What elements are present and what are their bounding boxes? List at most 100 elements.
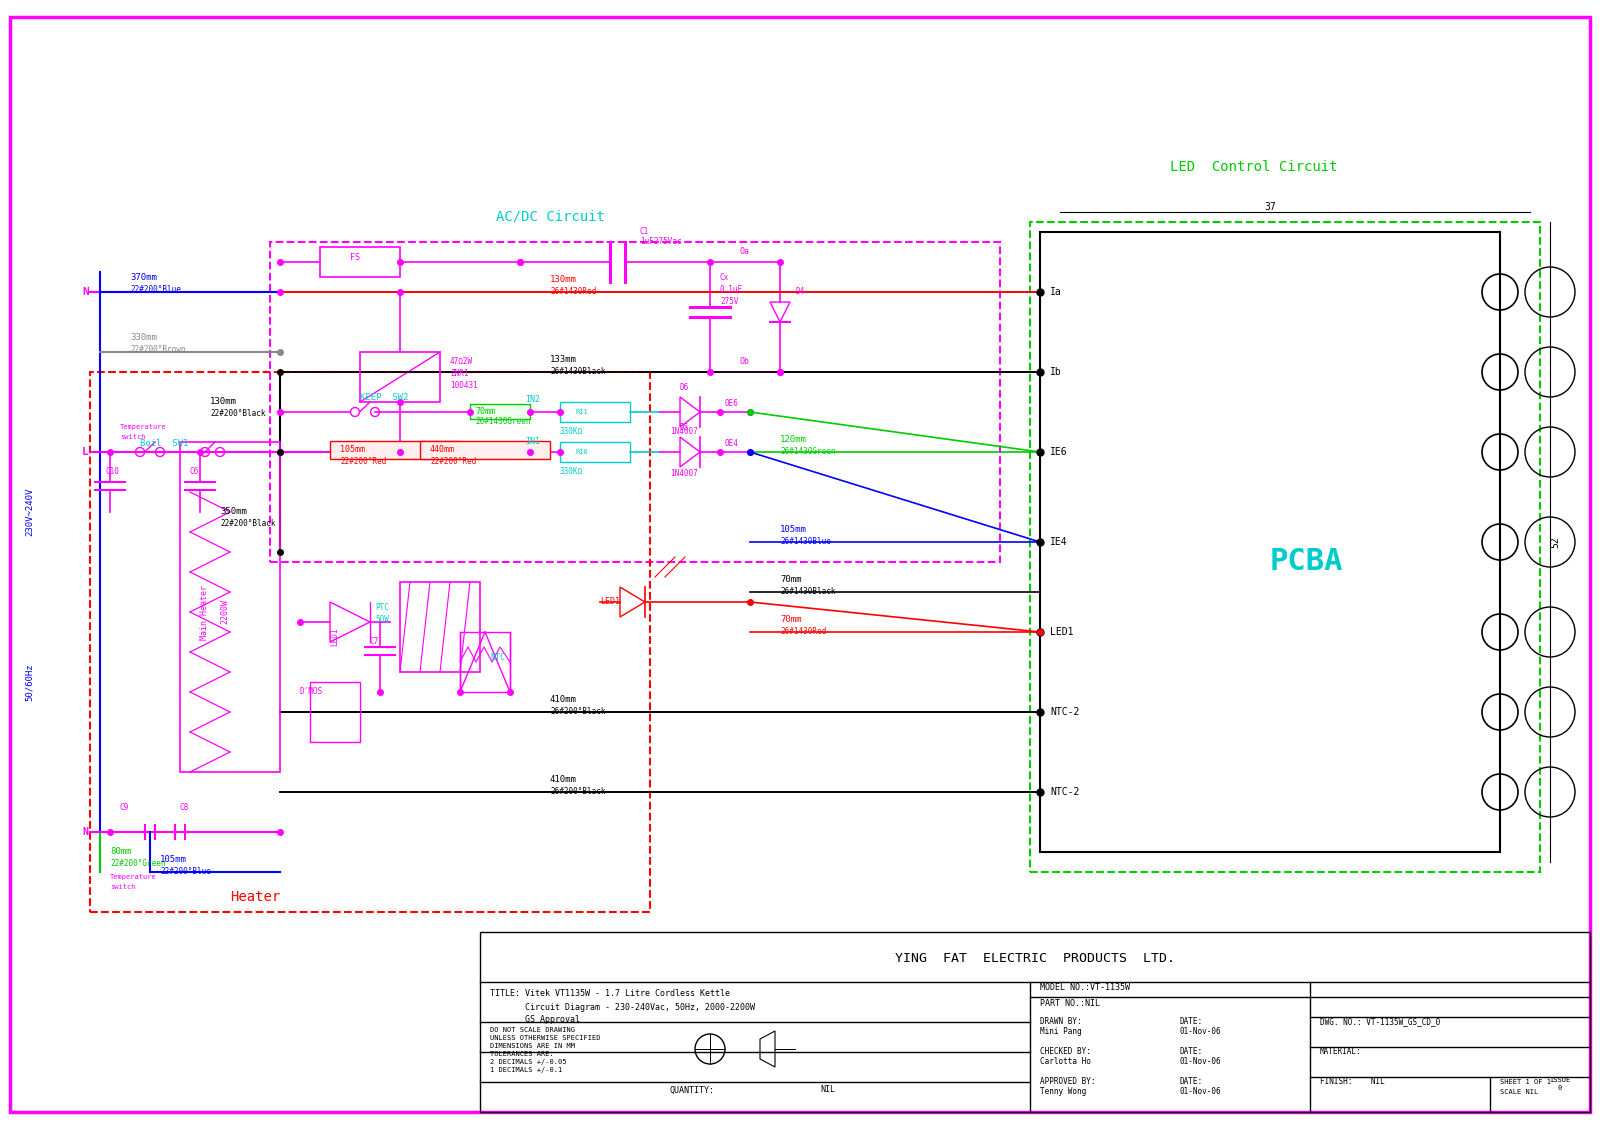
Text: D5: D5	[680, 422, 690, 431]
Text: 22#200°Blue: 22#200°Blue	[160, 866, 211, 875]
Text: NTC-2: NTC-2	[1050, 787, 1080, 797]
Bar	[470, 404, 530, 419]
Text: 2 DECIMALS +/-0.05: 2 DECIMALS +/-0.05	[490, 1060, 566, 1065]
Text: 0.1uF: 0.1uF	[720, 284, 742, 293]
Text: 130mm: 130mm	[550, 274, 578, 283]
Text: KEEP  SW2: KEEP SW2	[360, 393, 408, 402]
Text: Boil  SW1: Boil SW1	[141, 439, 189, 448]
Text: 410mm: 410mm	[550, 695, 578, 703]
Text: Temperature: Temperature	[110, 874, 157, 880]
Text: 26#1430Red: 26#1430Red	[781, 627, 826, 636]
Bar	[480, 932, 1590, 1112]
Text: 26#200°Black: 26#200°Black	[550, 788, 605, 797]
Text: 70mm: 70mm	[781, 575, 802, 583]
Text: DWG. NO.: VT-1135W_GS_CD_0: DWG. NO.: VT-1135W_GS_CD_0	[1320, 1018, 1440, 1027]
Text: switch: switch	[110, 884, 136, 890]
Text: Ib: Ib	[1050, 367, 1062, 377]
Text: 22#200°Black: 22#200°Black	[221, 520, 275, 529]
Text: 1N4007: 1N4007	[670, 428, 698, 437]
Text: 330mm: 330mm	[130, 333, 157, 342]
Text: 22#200°Red: 22#200°Red	[430, 456, 477, 465]
Bar	[1030, 222, 1539, 872]
Text: R10: R10	[574, 449, 587, 455]
Text: 26#1430Red: 26#1430Red	[550, 288, 597, 297]
Bar	[461, 632, 510, 692]
Text: APPROVED BY:: APPROVED BY:	[1040, 1078, 1096, 1087]
Text: CHECKED BY:: CHECKED BY:	[1040, 1047, 1091, 1056]
Text: LED1: LED1	[330, 628, 339, 646]
Text: 01-Nov-06: 01-Nov-06	[1181, 1057, 1222, 1066]
Text: SHEET 1 OF 1: SHEET 1 OF 1	[1501, 1079, 1550, 1084]
Text: 10D431: 10D431	[450, 381, 478, 391]
Text: TOLERANCES ARE:: TOLERANCES ARE:	[490, 1050, 554, 1057]
Text: AC/DC Circuit: AC/DC Circuit	[496, 211, 605, 224]
Text: NTC: NTC	[490, 652, 506, 661]
Text: LED1: LED1	[1050, 627, 1074, 637]
Text: Temperature: Temperature	[120, 424, 166, 430]
Text: C6: C6	[190, 468, 200, 477]
Text: Ia: Ia	[1050, 288, 1062, 297]
Text: Tenny Wong: Tenny Wong	[1040, 1088, 1086, 1097]
Text: 105mm: 105mm	[339, 446, 365, 455]
Text: 26#1430Green: 26#1430Green	[475, 418, 531, 427]
Text: 70mm: 70mm	[781, 615, 802, 624]
Text: 22#200°Brown: 22#200°Brown	[130, 344, 186, 353]
Text: FS: FS	[350, 252, 360, 261]
Text: FINISH:    NIL: FINISH: NIL	[1320, 1078, 1384, 1087]
Text: MODEL NO.:VT-1135W: MODEL NO.:VT-1135W	[1040, 983, 1130, 992]
Text: DIMENSIONS ARE IN MM: DIMENSIONS ARE IN MM	[490, 1043, 574, 1049]
Text: D6: D6	[680, 383, 690, 392]
Text: 330KΩ: 330KΩ	[560, 468, 582, 477]
Bar	[330, 441, 461, 458]
Text: 1 DECIMALS +/-0.1: 1 DECIMALS +/-0.1	[490, 1067, 562, 1073]
Text: GS Approval: GS Approval	[490, 1015, 579, 1024]
Text: 275V: 275V	[720, 297, 739, 306]
Text: Cx: Cx	[720, 273, 730, 282]
Text: C10: C10	[106, 468, 118, 477]
Text: PART NO.:NIL: PART NO.:NIL	[1040, 1000, 1101, 1009]
Text: NIL: NIL	[819, 1086, 835, 1095]
Text: 47Ω2W: 47Ω2W	[450, 358, 474, 367]
Text: 26#1430Green: 26#1430Green	[781, 447, 835, 456]
Text: 50W: 50W	[374, 615, 389, 624]
Text: 70mm: 70mm	[475, 406, 494, 415]
Text: N: N	[82, 288, 88, 297]
Text: Mini Pang: Mini Pang	[1040, 1028, 1082, 1037]
Text: YING  FAT  ELECTRIC  PRODUCTS  LTD.: YING FAT ELECTRIC PRODUCTS LTD.	[894, 952, 1174, 966]
Text: 1N4007: 1N4007	[670, 470, 698, 479]
Text: 26#1430Black: 26#1430Black	[781, 588, 835, 597]
Text: 370mm: 370mm	[130, 273, 157, 282]
Text: 440mm: 440mm	[430, 446, 454, 455]
Text: N: N	[82, 827, 88, 837]
Text: LED  Control Circuit: LED Control Circuit	[1170, 160, 1338, 174]
Text: 105mm: 105mm	[781, 524, 806, 533]
Text: 410mm: 410mm	[550, 774, 578, 783]
Text: D4: D4	[795, 288, 805, 297]
Text: UNLESS OTHERWISE SPECIFIED: UNLESS OTHERWISE SPECIFIED	[490, 1035, 600, 1041]
Text: DATE:: DATE:	[1181, 1018, 1203, 1027]
Text: SCALE NIL: SCALE NIL	[1501, 1089, 1538, 1095]
Text: C9: C9	[120, 803, 130, 812]
Bar	[560, 402, 630, 422]
Text: IE4: IE4	[1050, 537, 1067, 547]
Text: QUANTITY:: QUANTITY:	[670, 1086, 715, 1095]
Text: 133mm: 133mm	[550, 354, 578, 363]
Text: 01-Nov-06: 01-Nov-06	[1181, 1028, 1222, 1037]
Text: 22#200°Red: 22#200°Red	[339, 456, 386, 465]
Bar	[400, 582, 480, 672]
Text: OE4: OE4	[725, 439, 739, 448]
Text: 230V~240V: 230V~240V	[26, 488, 34, 537]
Text: C7: C7	[370, 637, 379, 646]
Text: 26#1430Blue: 26#1430Blue	[781, 538, 830, 547]
Text: MATERIAL:: MATERIAL:	[1320, 1047, 1362, 1056]
Text: IN2: IN2	[525, 395, 541, 404]
Text: DRAWN BY:: DRAWN BY:	[1040, 1018, 1082, 1027]
Text: switch: switch	[120, 434, 146, 440]
Bar	[179, 441, 280, 772]
Text: R11: R11	[574, 409, 587, 415]
Text: 26#1430Black: 26#1430Black	[550, 368, 605, 377]
Bar	[1040, 232, 1501, 852]
Text: OE6: OE6	[725, 400, 739, 409]
Text: C8: C8	[179, 803, 189, 812]
Text: DATE:: DATE:	[1181, 1047, 1203, 1056]
